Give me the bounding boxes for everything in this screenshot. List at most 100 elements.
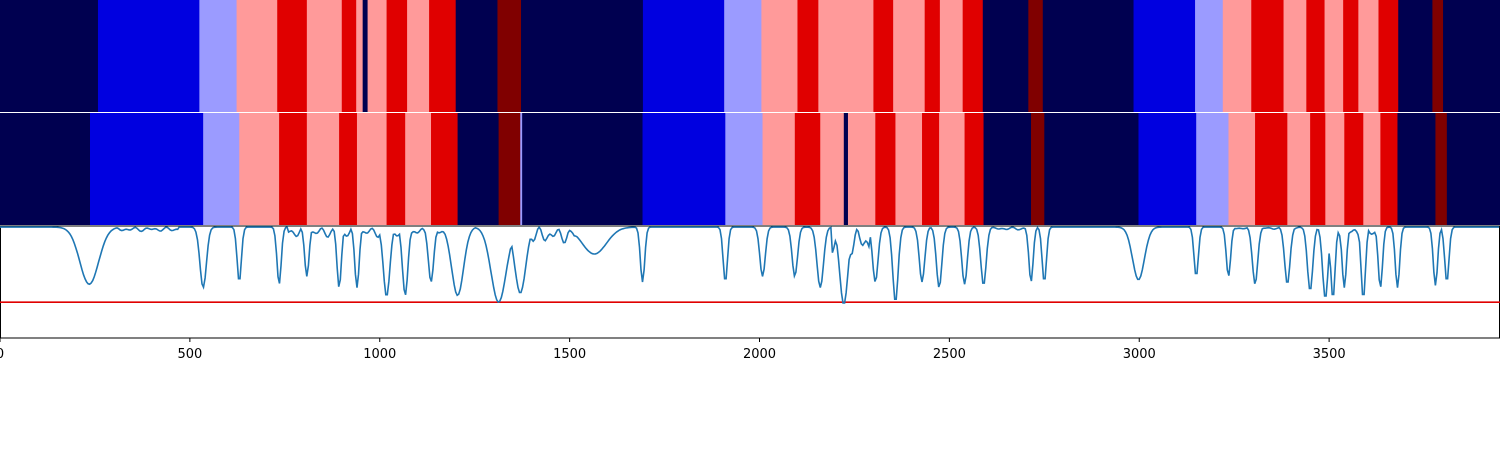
state-segment-1-19 [797,0,819,112]
state-segment-1-8 [362,0,369,112]
state-segment-2-12 [498,113,521,225]
state-segment-1-11 [407,0,430,112]
state-segment-1-39 [1398,0,1434,112]
state-segment-2-15 [642,113,726,225]
state-segment-2-14 [522,113,644,225]
state-segment-2-9 [405,113,432,225]
state-segment-2-23 [895,113,923,225]
state-segment-1-21 [873,0,894,112]
state-segment-2-2 [203,113,240,225]
state-segment-1-41 [1443,0,1500,112]
state-track-2 [0,113,1500,225]
state-segment-1-23 [924,0,941,112]
state-segment-2-17 [762,113,796,225]
state-segment-1-16 [642,0,725,112]
state-segment-2-3 [239,113,280,225]
state-segment-1-9 [367,0,388,112]
x-tick-label-6: 3000 [1123,347,1156,362]
state-segment-2-7 [356,113,388,225]
state-segment-2-33 [1255,113,1288,225]
state-segment-1-4 [277,0,308,112]
state-segment-2-35 [1310,113,1326,225]
state-segment-1-33 [1283,0,1307,112]
state-segment-1-3 [236,0,278,112]
line-panel-frame [0,225,1500,339]
state-segment-1-32 [1251,0,1285,112]
state-segment-1-22 [893,0,926,112]
state-segment-1-25 [962,0,984,112]
state-segment-2-20 [843,113,849,225]
state-segment-2-27 [983,113,1032,225]
state-segment-2-24 [922,113,940,225]
state-segment-1-27 [1028,0,1044,112]
state-segment-1-18 [761,0,799,112]
state-segment-2-10 [431,113,459,225]
line-panel [0,225,1500,339]
state-segment-2-16 [725,113,764,225]
state-segment-1-24 [939,0,964,112]
state-segment-2-36 [1325,113,1345,225]
state-segment-2-38 [1363,113,1381,225]
state-segment-2-22 [875,113,897,225]
state-segment-1-34 [1306,0,1326,112]
signal-series-line [0,225,1500,304]
state-segment-1-15 [521,0,644,112]
state-segment-1-35 [1324,0,1344,112]
x-axis: 0 500 1000 1500 2000 2500 3000 3500 [0,338,1346,362]
state-segment-1-1 [97,0,200,112]
state-segment-2-37 [1344,113,1364,225]
state-track-1 [0,0,1500,112]
state-segment-1-7 [356,0,364,112]
x-tick-label-2: 1000 [363,347,396,362]
state-segment-2-40 [1397,113,1437,225]
state-segment-2-19 [820,113,845,225]
state-segment-1-12 [429,0,457,112]
state-segment-2-25 [939,113,966,225]
state-segment-1-37 [1358,0,1380,112]
state-segment-2-42 [1446,113,1500,225]
state-segment-1-28 [1042,0,1135,112]
state-segment-2-34 [1287,113,1311,225]
x-tick-label-3: 1500 [553,347,586,362]
state-segment-2-11 [457,113,500,225]
x-tick-label-5: 2500 [933,347,966,362]
state-segment-2-32 [1228,113,1256,225]
state-segment-1-6 [341,0,357,112]
state-segment-2-0 [0,113,91,225]
state-segment-1-26 [982,0,1029,112]
state-segment-1-20 [818,0,875,112]
x-tick-label-4: 2000 [743,347,776,362]
state-segment-1-29 [1133,0,1196,112]
state-segment-1-10 [386,0,408,112]
state-segment-2-1 [90,113,204,225]
state-segment-2-41 [1435,113,1448,225]
state-segment-2-21 [847,113,876,225]
state-segment-2-30 [1138,113,1197,225]
state-segment-1-17 [724,0,762,112]
state-segment-2-4 [279,113,308,225]
state-segment-2-28 [1031,113,1045,225]
state-segment-2-29 [1044,113,1140,225]
state-segment-1-5 [306,0,343,112]
x-tick-label-0: 0 [0,347,4,362]
state-segment-1-0 [0,0,99,112]
state-segment-2-13 [520,113,523,225]
state-segment-1-30 [1195,0,1224,112]
state-segment-2-26 [964,113,985,225]
state-segment-2-8 [386,113,406,225]
state-segment-1-40 [1432,0,1444,112]
state-segment-1-14 [497,0,522,112]
state-segment-1-2 [199,0,238,112]
state-segment-1-36 [1343,0,1359,112]
state-segment-1-31 [1222,0,1252,112]
state-segment-2-31 [1196,113,1230,225]
state-segment-2-5 [306,113,340,225]
x-tick-label-1: 500 [177,347,202,362]
state-segment-2-6 [339,113,358,225]
x-tick-label-7: 3500 [1313,347,1346,362]
state-segment-1-13 [455,0,499,112]
state-segment-1-38 [1378,0,1399,112]
state-segment-2-39 [1380,113,1399,225]
